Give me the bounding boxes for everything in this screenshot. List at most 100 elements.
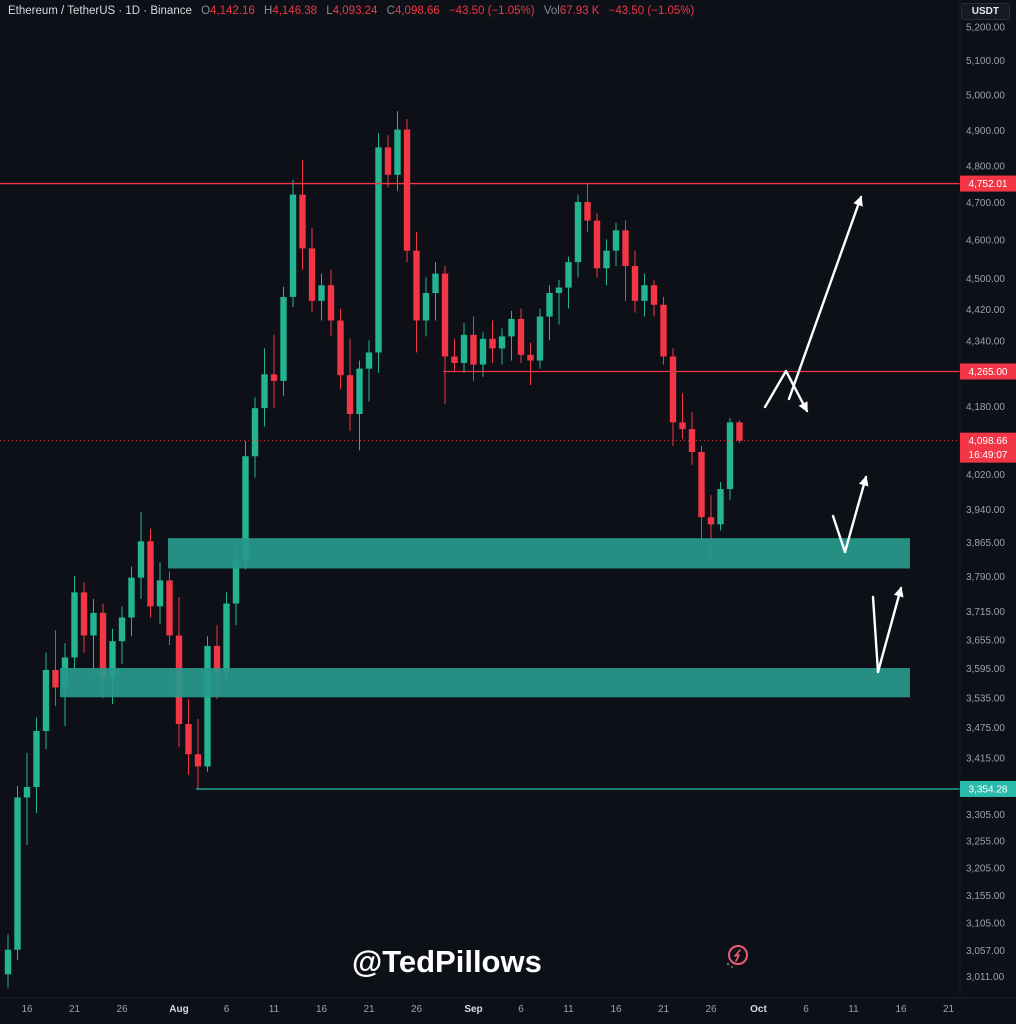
candle[interactable]: [166, 571, 173, 645]
candle[interactable]: [299, 159, 306, 270]
candle[interactable]: [631, 250, 639, 313]
currency-toggle-button[interactable]: USDT: [960, 3, 1010, 20]
time-tick-label: 26: [116, 1004, 128, 1015]
candle[interactable]: [137, 511, 145, 599]
candle[interactable]: [33, 717, 40, 814]
candle[interactable]: [80, 582, 88, 653]
price-tick-label: 3,205.00: [966, 864, 1005, 875]
candle[interactable]: [603, 239, 610, 286]
candle[interactable]: [23, 752, 31, 845]
candle[interactable]: [460, 322, 468, 373]
candle[interactable]: [337, 308, 344, 390]
candle[interactable]: [194, 719, 202, 790]
candle[interactable]: [527, 342, 534, 386]
high-label: H: [264, 5, 273, 17]
time-tick-label: 6: [518, 1004, 524, 1015]
candle[interactable]: [698, 446, 705, 540]
candle[interactable]: [584, 182, 591, 232]
candle[interactable]: [346, 338, 354, 431]
candle[interactable]: [4, 934, 12, 988]
candle[interactable]: [498, 328, 506, 365]
candle[interactable]: [565, 256, 572, 309]
candle[interactable]: [422, 277, 430, 337]
bounce-at-upper-zone[interactable]: [831, 475, 869, 554]
candle[interactable]: [612, 222, 620, 266]
candle[interactable]: [204, 636, 211, 772]
candle[interactable]: [14, 786, 21, 960]
candle[interactable]: [726, 418, 734, 500]
price-axis[interactable]: 5,200.00 5,100.00 5,000.00 4,900.00 4,800.00…: [966, 23, 1005, 984]
candle[interactable]: [308, 228, 316, 313]
candle[interactable]: [394, 111, 401, 191]
candle[interactable]: [536, 308, 544, 369]
candle[interactable]: [128, 566, 135, 637]
candle[interactable]: [185, 699, 192, 775]
candle[interactable]: [280, 286, 287, 396]
candle[interactable]: [555, 279, 563, 325]
demand-zone-lower[interactable]: [60, 668, 910, 698]
time-tick-label: 11: [269, 1004, 280, 1015]
time-axis[interactable]: 16 21 26 Aug 6 11 16 21 26 Sep 6 11 16 21 26 Oct 6 11 16 21: [21, 1004, 954, 1015]
candle[interactable]: [574, 194, 582, 278]
symbol-title[interactable]: Ethereum / TetherUS · 1D · Binance: [8, 5, 192, 17]
candle[interactable]: [90, 598, 97, 675]
candle[interactable]: [356, 360, 363, 451]
candle[interactable]: [489, 320, 496, 363]
candle[interactable]: [441, 265, 449, 404]
candle[interactable]: [270, 334, 278, 409]
candle[interactable]: [118, 606, 126, 665]
candle[interactable]: [42, 652, 50, 750]
candle[interactable]: [156, 562, 164, 625]
candle[interactable]: [71, 575, 78, 674]
candle[interactable]: [223, 592, 230, 682]
zones-layer: [60, 538, 910, 698]
candle[interactable]: [375, 133, 382, 373]
levels-layer: [0, 182, 960, 790]
chart-legend: Ethereum / TetherUS · 1D · Binance O4,14…: [8, 5, 694, 17]
candle[interactable]: [593, 213, 601, 278]
demand-zone-upper[interactable]: [168, 538, 910, 569]
time-tick-label: Sep: [464, 1004, 482, 1015]
candle[interactable]: [451, 338, 458, 372]
price-tick-label: 3,475.00: [966, 723, 1005, 734]
candle[interactable]: [251, 397, 259, 478]
candle[interactable]: [517, 308, 525, 363]
candle[interactable]: [546, 285, 553, 341]
price-tick-label: 3,865.00: [966, 538, 1005, 549]
candle[interactable]: [650, 279, 658, 317]
candle[interactable]: [327, 269, 335, 337]
candle[interactable]: [736, 420, 743, 443]
candle[interactable]: [622, 220, 629, 301]
candle[interactable]: [365, 340, 373, 402]
candle[interactable]: [641, 273, 648, 317]
candle[interactable]: [432, 262, 439, 321]
arrows-layer: [763, 195, 904, 674]
price-tick-label: 3,595.00: [966, 664, 1005, 675]
candle[interactable]: [679, 393, 686, 440]
candle[interactable]: [479, 332, 487, 377]
candle[interactable]: [688, 412, 696, 465]
svg-text:3,354.28: 3,354.28: [969, 784, 1008, 795]
candle[interactable]: [669, 348, 677, 447]
candle[interactable]: [384, 135, 392, 188]
high-value: 4,146.38: [272, 5, 318, 17]
time-tick-label: 16: [21, 1004, 33, 1015]
candle[interactable]: [717, 482, 724, 531]
retest-reject-at-4265[interactable]: [763, 369, 809, 413]
candle[interactable]: [289, 179, 297, 308]
candle[interactable]: [147, 528, 154, 618]
candle[interactable]: [318, 273, 325, 321]
candle[interactable]: [413, 231, 420, 353]
candle[interactable]: [52, 630, 59, 707]
projection-up-to-4752[interactable]: [787, 195, 863, 401]
close-label: C: [386, 5, 395, 17]
candle[interactable]: [660, 296, 667, 365]
candle[interactable]: [403, 118, 411, 263]
price-tick-label: 4,900.00: [966, 126, 1005, 137]
candle[interactable]: [508, 311, 515, 361]
bounce-at-lower-zone[interactable]: [871, 586, 904, 674]
candle[interactable]: [261, 348, 268, 427]
candle[interactable]: [470, 316, 477, 381]
